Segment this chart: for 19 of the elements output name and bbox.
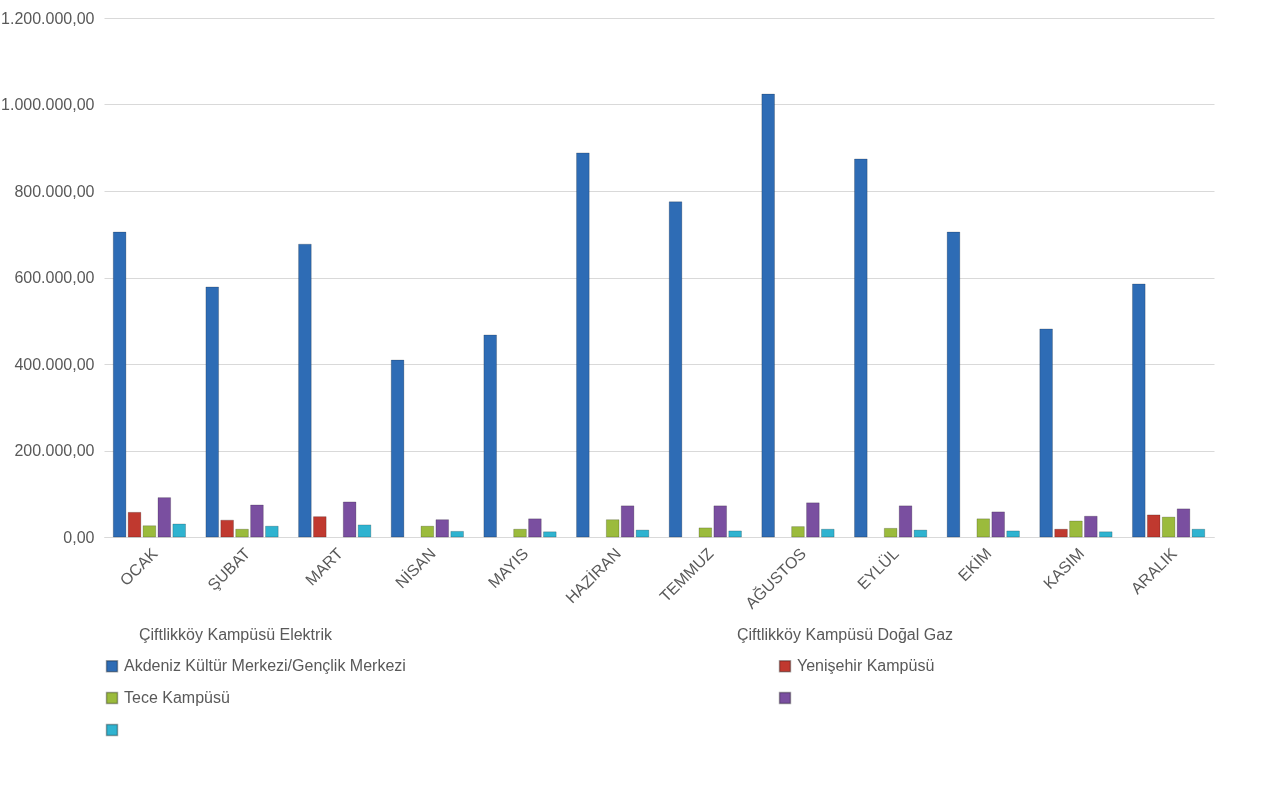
bar: [668, 201, 683, 538]
legend-label: Akdeniz Kültür Merkezi/Gençlik Merkezi: [124, 657, 406, 675]
bar: [390, 359, 405, 538]
y-tick-label: 1.200.000,00: [1, 9, 95, 27]
y-tick-label: 200.000,00: [14, 442, 95, 459]
y-tick-label: 1.000.000,00: [1, 96, 95, 113]
y-tick-label: 600.000,00: [14, 269, 95, 286]
legend-label: Yenişehir Kampüsü: [797, 657, 935, 675]
y-tick-label: 400.000,00: [14, 355, 95, 373]
text: Çiftlikköy Kampüsü Doğal Gaz: [737, 626, 954, 643]
y-tick-label: 800.000,00: [14, 182, 95, 200]
bar: [761, 93, 775, 538]
y-tick-label: 0,00: [63, 528, 95, 546]
bar: [946, 231, 961, 538]
bar: [483, 334, 497, 538]
text: Çiftlikköy Kampüsü Elektrik: [139, 626, 333, 643]
bar: [576, 152, 590, 538]
bar: [854, 158, 868, 538]
legend-label: Tece Kampüsü: [124, 689, 230, 706]
